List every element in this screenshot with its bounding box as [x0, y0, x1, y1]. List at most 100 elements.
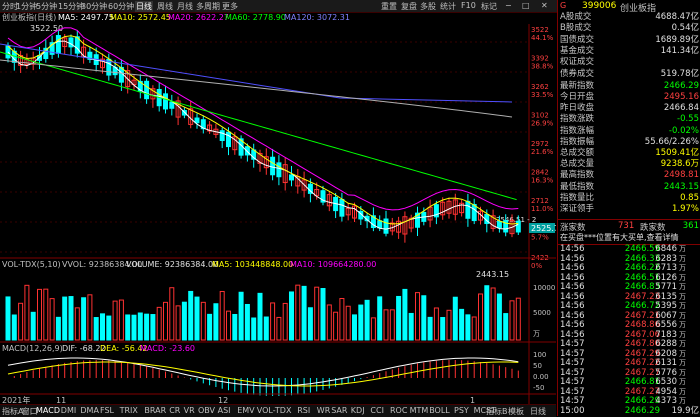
tick-unit: 万 — [679, 273, 686, 282]
tick-row: 14:56 2467.21 万 6067 — [560, 311, 699, 322]
quote-label: 今日开盘 — [560, 92, 595, 102]
period-tab-6[interactable]: 日线 — [135, 1, 153, 12]
period-tab-9[interactable]: 多周期 — [196, 2, 220, 11]
volume-bar — [515, 297, 521, 341]
indicator-tab-0[interactable]: 指标A — [2, 407, 24, 416]
toolbar-right-button-2[interactable]: 多股 — [420, 2, 436, 11]
indicator-tab-22[interactable]: PSY — [454, 406, 469, 415]
indicator-tab-7[interactable]: BRAR — [144, 406, 167, 415]
period-tab-7[interactable]: 周线 — [157, 2, 173, 11]
tick-price: 2466.83 — [624, 282, 660, 292]
bottom-right-tab-0[interactable]: 指标B — [486, 407, 508, 416]
indicator-tab-2[interactable]: MACD — [36, 406, 60, 415]
indicator-tab-8[interactable]: CR — [169, 406, 181, 415]
indicator-tab-21[interactable]: BOLL — [429, 406, 450, 415]
indicator-tab-6[interactable]: TRIX — [119, 406, 138, 415]
toolbar-right-button-7[interactable]: □ — [522, 1, 530, 10]
indicator-tab-4[interactable]: DMA — [80, 406, 99, 415]
indicator-tab-14[interactable]: RSI — [297, 406, 311, 415]
indicator-tab-16[interactable]: SAR — [331, 406, 348, 415]
toolbar-right-button-3[interactable]: 统计 — [440, 2, 456, 11]
tick-volume: 6283 — [655, 253, 677, 264]
candle-body — [314, 189, 320, 197]
period-tab-1[interactable]: 1分钟 — [16, 2, 38, 11]
date-axis-year: 2021年 — [2, 395, 30, 404]
toolbar-right-button-8[interactable]: ✕ — [541, 1, 548, 10]
tick-row: 14:56 2466.51 万 6126 — [560, 273, 699, 284]
toolbar-right-button-1[interactable]: 复盘 — [401, 2, 417, 11]
tick-price: 2466.51 — [624, 272, 660, 283]
candle-body — [219, 130, 225, 142]
volume-bar — [62, 296, 68, 341]
period-tab-0[interactable]: 分时 — [2, 2, 18, 11]
quote-row: 最低指数 2443.15 — [560, 182, 699, 193]
volume-bar — [238, 291, 244, 341]
tick-time: 14:56 — [560, 253, 585, 264]
indicator-tab-3[interactable]: DMI — [60, 406, 77, 415]
candle-body — [55, 35, 61, 54]
indicator-tab-13[interactable]: VOL-TDX — [256, 406, 292, 415]
volume-bar — [18, 302, 24, 341]
tick-time: 14:57 — [560, 367, 585, 378]
tick-volume: 4954 — [655, 386, 677, 397]
volume-bar — [43, 288, 49, 341]
volume-bar — [257, 292, 263, 341]
indicator-tab-5[interactable]: FSL — [100, 406, 114, 415]
period-tab-5[interactable]: 60分钟 — [108, 2, 135, 11]
tick-price: 2466.72 — [624, 301, 660, 311]
big-order-alert[interactable]: 在买盘***位置有大买单,查看详情 — [560, 233, 679, 242]
toolbar-right-button-0[interactable]: 重置 — [381, 2, 397, 11]
bottom-right-tab-1[interactable]: 模板 — [508, 407, 524, 416]
tick-row: 14:56 2466.59 万 6846 — [560, 244, 699, 255]
indicator-tab-19[interactable]: ROC — [390, 406, 408, 415]
tick-row: 14:56 2466.22 万 6713 — [560, 263, 699, 274]
period-tab-4[interactable]: 30分钟 — [81, 2, 108, 11]
candle-body — [282, 164, 288, 184]
period-tab-2[interactable]: 5分钟 — [36, 2, 58, 11]
indicator-tab-1[interactable]: 窗口 — [21, 407, 38, 416]
volume-bar — [106, 315, 112, 341]
indicator-tab-20[interactable]: MTM — [409, 406, 429, 415]
candle-body — [402, 216, 408, 235]
period-tab-10[interactable]: 更多 — [222, 2, 238, 11]
volume-bar — [402, 288, 408, 341]
tick-unit: 万 — [679, 321, 686, 329]
indicator-tab-15[interactable]: WR — [316, 406, 331, 415]
kline-chart-area[interactable]: 创业板指(日线) MA5: 2497.75 MA10: 2572.45 MA20… — [0, 12, 556, 404]
indicator-tab-10[interactable]: OBV — [198, 406, 216, 415]
price-axis-label: 3102 — [531, 112, 549, 120]
period-tab-8[interactable]: 月线 — [177, 2, 193, 11]
macd-legend-macd: MACD: -23.60 — [140, 344, 195, 353]
tick-time: 14:56 — [560, 301, 585, 311]
price-axis-label: 2712 — [531, 197, 549, 205]
period-tab-3[interactable]: 15分钟 — [58, 2, 85, 11]
price-axis-label: 2842 — [531, 169, 549, 177]
indicator-tab-9[interactable]: VR — [183, 406, 195, 415]
candle-body — [87, 51, 93, 60]
tick-row: 14:56 2467.23 万 6135 — [560, 292, 699, 303]
toolbar-right-button-6[interactable]: − — [505, 1, 512, 10]
toolbar-right-button-4[interactable]: F10 — [461, 1, 476, 10]
tick-time: 14:56 — [560, 272, 585, 283]
bottom-right-tab-2[interactable]: 日线 — [530, 407, 546, 416]
indicator-tab-17[interactable]: KDJ — [350, 406, 365, 415]
tick-price: 2467.21 — [624, 310, 660, 321]
down-count-value: 361 — [682, 221, 699, 231]
market-stat-row: A股成交 4688.47亿 — [560, 12, 699, 23]
g-icon[interactable]: G — [560, 1, 567, 10]
indicator-tab-11[interactable]: ASI — [217, 406, 231, 415]
tick-unit: 万 — [679, 340, 686, 348]
date-axis-month-1: 11 — [56, 396, 66, 404]
indicator-tab-12[interactable]: EMV — [237, 406, 255, 415]
toolbar-right-button-5[interactable]: 标记 — [481, 2, 497, 11]
volume-bar — [496, 293, 502, 341]
candle-body — [320, 190, 326, 203]
tick-volume: 6556 — [655, 320, 677, 330]
tick-price: 2466.29 — [624, 405, 660, 416]
tick-volume: 19.9亿 — [671, 405, 699, 416]
candle-body — [427, 206, 433, 221]
indicator-tab-18[interactable]: CCI — [370, 406, 384, 415]
tick-price: 2467.27 — [624, 386, 660, 397]
indicator-tab-23[interactable]: MCST — [473, 406, 497, 415]
quote-row: 今日开盘 2495.16 — [560, 92, 699, 103]
